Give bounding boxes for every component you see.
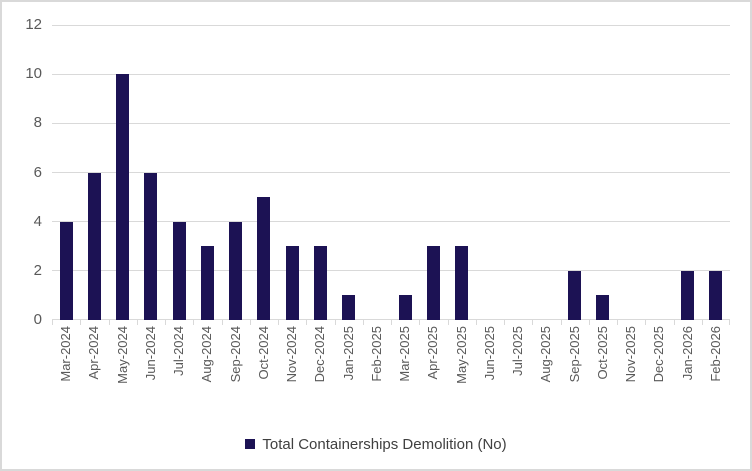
x-tick-label: Dec-2024 [312,326,328,383]
x-tick-mark [80,320,81,325]
x-tick-label: Oct-2025 [594,326,610,380]
bar [172,221,186,320]
x-tick-label: Sep-2025 [566,326,582,383]
x-tick-label: Jun-2025 [481,326,497,381]
gridline [52,73,730,75]
x-tick-label: Nov-2024 [284,326,300,383]
x-tick-mark [137,320,138,325]
bar [709,270,723,320]
x-tick-mark [702,320,703,325]
x-tick-label: Dec-2025 [651,326,667,383]
bar [257,197,271,320]
x-tick-mark [645,320,646,325]
x-tick-mark [52,320,53,325]
x-tick-mark [729,320,730,325]
bar [87,172,101,320]
gridline [52,24,730,26]
x-tick-label: Mar-2024 [58,326,74,382]
gridline [52,270,730,272]
x-tick-mark [306,320,307,325]
gridline [52,122,730,124]
x-tick-label: Feb-2026 [707,326,723,382]
bar [681,270,695,320]
x-tick-mark [419,320,420,325]
bar [59,221,73,320]
x-tick-mark [193,320,194,325]
x-tick-label: Nov-2025 [623,326,639,383]
x-tick-label: Oct-2024 [255,326,271,380]
bar [568,270,582,320]
bar [200,246,214,320]
y-tick-label: 4 [33,212,42,230]
x-tick-label: Aug-2024 [199,326,215,383]
x-tick-mark [363,320,364,325]
bar [144,172,158,320]
x-tick-mark [532,320,533,325]
legend-swatch-icon [245,439,256,449]
x-tick-mark [391,320,392,325]
y-tick-label: 2 [33,261,42,279]
x-tick-mark [165,320,166,325]
x-tick-mark [278,320,279,325]
x-tick-label: Aug-2025 [538,326,554,383]
x-tick-mark [617,320,618,325]
x-tick-mark [504,320,505,325]
x-tick-mark [448,320,449,325]
bar [426,246,440,320]
y-tick-label: 6 [33,163,42,181]
bar [455,246,469,320]
y-tick-label: 10 [25,65,42,83]
x-tick-label: Feb-2025 [368,326,384,382]
x-tick-mark [674,320,675,325]
bar [398,295,412,320]
bar [229,221,243,320]
x-tick-mark [250,320,251,325]
x-tick-label: Jan-2025 [340,326,356,381]
x-tick-label: Jul-2024 [171,326,187,376]
x-tick-label: Jan-2026 [679,326,695,381]
bar [342,295,356,320]
x-tick-label: May-2024 [114,326,130,384]
x-tick-label: Apr-2024 [86,326,102,380]
bar [116,74,130,320]
x-tick-mark [589,320,590,325]
x-tick-mark [476,320,477,325]
legend-label: Total Containerships Demolition (No) [262,435,507,453]
x-tick-label: May-2025 [453,326,469,384]
x-tick-mark [222,320,223,325]
x-tick-mark [335,320,336,325]
bar [285,246,299,320]
x-tick-label: Jun-2024 [142,326,158,381]
gridline [52,172,730,173]
x-tick-mark [561,320,562,325]
x-tick-label: Apr-2025 [425,326,441,380]
y-tick-label: 0 [33,311,42,328]
x-tick-label: Sep-2024 [227,326,243,383]
y-tick-label: 12 [25,16,42,33]
legend: Total Containerships Demolition (No) [2,433,750,455]
x-tick-mark [109,320,110,325]
bar [313,246,327,320]
x-tick-label: Jul-2025 [510,326,526,376]
x-tick-label: Mar-2025 [397,326,413,382]
plot-area [52,24,730,325]
y-tick-label: 8 [33,114,42,132]
bar [596,295,610,320]
gridline [52,221,730,223]
